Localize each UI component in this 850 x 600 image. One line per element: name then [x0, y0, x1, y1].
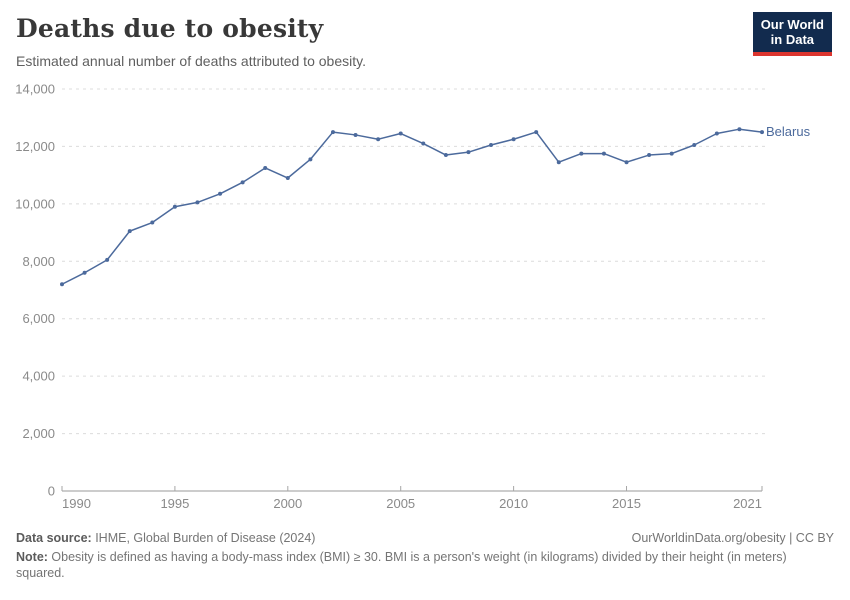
data-point[interactable] — [421, 141, 426, 146]
data-point[interactable] — [218, 191, 223, 196]
y-tick-label: 6,000 — [22, 311, 55, 326]
data-point[interactable] — [624, 160, 629, 165]
data-point[interactable] — [353, 132, 358, 137]
data-point[interactable] — [308, 157, 313, 162]
data-point[interactable] — [60, 282, 64, 287]
note-label: Note: — [16, 550, 48, 564]
data-point[interactable] — [601, 151, 606, 156]
data-point[interactable] — [466, 150, 471, 155]
data-point[interactable] — [263, 165, 268, 170]
data-point[interactable] — [285, 176, 290, 181]
x-tick-label: 2021 — [733, 496, 762, 511]
y-tick-label: 0 — [48, 484, 55, 499]
data-source-text: IHME, Global Burden of Disease (2024) — [91, 531, 316, 545]
data-point[interactable] — [579, 151, 584, 156]
data-point[interactable] — [82, 270, 87, 275]
chart-footer: Data source: IHME, Global Burden of Dise… — [16, 530, 834, 581]
data-point[interactable] — [669, 151, 674, 156]
y-tick-label: 4,000 — [22, 369, 55, 384]
data-point[interactable] — [489, 142, 494, 147]
series-end-label[interactable]: Belarus — [766, 124, 811, 140]
y-tick-label: 2,000 — [22, 426, 55, 441]
data-point[interactable] — [240, 180, 245, 185]
data-point[interactable] — [556, 160, 561, 165]
page-subtitle: Estimated annual number of deaths attrib… — [16, 53, 366, 69]
data-point[interactable] — [376, 137, 381, 142]
note-text: Obesity is defined as having a body-mass… — [16, 550, 787, 580]
x-tick-label: 2015 — [612, 496, 641, 511]
owid-logo[interactable]: Our World in Data — [752, 12, 832, 56]
x-tick-label: 2005 — [386, 496, 415, 511]
data-point[interactable] — [150, 220, 155, 225]
x-tick-label: 2000 — [273, 496, 302, 511]
x-tick-label: 1990 — [62, 496, 91, 511]
data-source-line: Data source: IHME, Global Burden of Dise… — [16, 530, 315, 546]
data-point[interactable] — [398, 131, 403, 136]
chart-note: Note: Obesity is defined as having a bod… — [16, 549, 818, 581]
data-point[interactable] — [172, 204, 177, 209]
y-tick-label: 14,000 — [15, 82, 55, 97]
line-chart-canvas[interactable]: 0 2,000 4,000 6,000 8,000 10,000 12,000 14,000 1… — [0, 78, 850, 526]
x-tick-label: 2010 — [499, 496, 528, 511]
data-point[interactable] — [105, 257, 110, 262]
data-point[interactable] — [511, 137, 516, 142]
page-title: Deaths due to obesity — [16, 14, 324, 43]
data-point[interactable] — [330, 130, 335, 135]
y-tick-label: 8,000 — [22, 254, 55, 269]
y-tick-label: 12,000 — [15, 139, 55, 154]
data-point[interactable] — [760, 130, 764, 135]
owid-logo-line1: Our World — [760, 17, 824, 32]
owid-logo-line2: in Data — [770, 32, 815, 48]
data-point[interactable] — [195, 200, 200, 205]
data-line-belarus[interactable] — [61, 128, 763, 286]
data-point[interactable] — [127, 229, 132, 234]
x-tick-label: 1995 — [160, 496, 189, 511]
data-point[interactable] — [714, 131, 719, 136]
data-point[interactable] — [647, 153, 652, 158]
y-tick-label: 10,000 — [15, 196, 55, 211]
data-point[interactable] — [534, 130, 539, 135]
data-source-label: Data source: — [16, 531, 92, 545]
license-link[interactable]: OurWorldinData.org/obesity | CC BY — [631, 531, 834, 545]
data-point[interactable] — [443, 153, 448, 158]
data-point[interactable] — [692, 142, 697, 147]
data-point[interactable] — [737, 127, 742, 132]
